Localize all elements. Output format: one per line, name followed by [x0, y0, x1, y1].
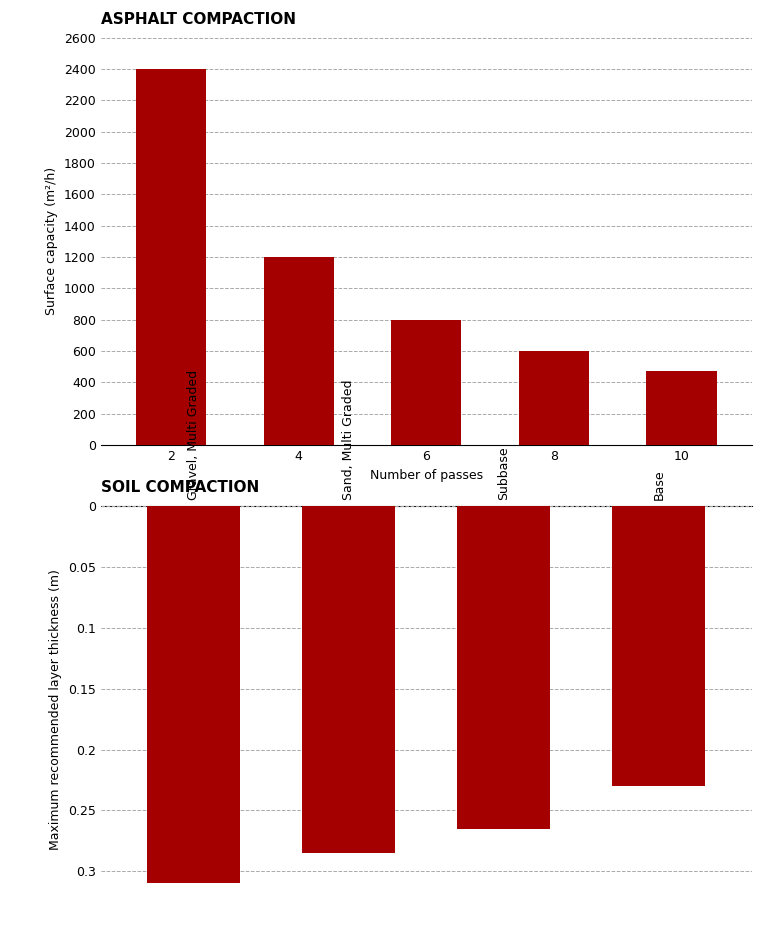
Bar	[612, 506, 705, 786]
Bar	[264, 257, 334, 446]
Y-axis label: Maximum recommended layer thickness (m): Maximum recommended layer thickness (m)	[50, 570, 62, 851]
Bar	[136, 69, 206, 446]
Text: ASPHALT COMPACTION: ASPHALT COMPACTION	[101, 12, 296, 26]
Bar	[302, 506, 395, 853]
Bar	[457, 506, 550, 829]
Text: Gravel, Multi Graded: Gravel, Multi Graded	[188, 370, 200, 500]
Text: Subbase: Subbase	[498, 447, 510, 500]
X-axis label: Number of passes: Number of passes	[370, 468, 483, 481]
Y-axis label: Surface capacity (m²/h): Surface capacity (m²/h)	[46, 168, 58, 316]
Bar	[147, 506, 240, 884]
Bar	[646, 371, 717, 446]
Bar	[391, 319, 461, 446]
Text: Sand, Multi Graded: Sand, Multi Graded	[343, 380, 355, 500]
Text: SOIL COMPACTION: SOIL COMPACTION	[101, 480, 259, 495]
Text: Base: Base	[653, 469, 665, 500]
Bar	[518, 351, 589, 446]
